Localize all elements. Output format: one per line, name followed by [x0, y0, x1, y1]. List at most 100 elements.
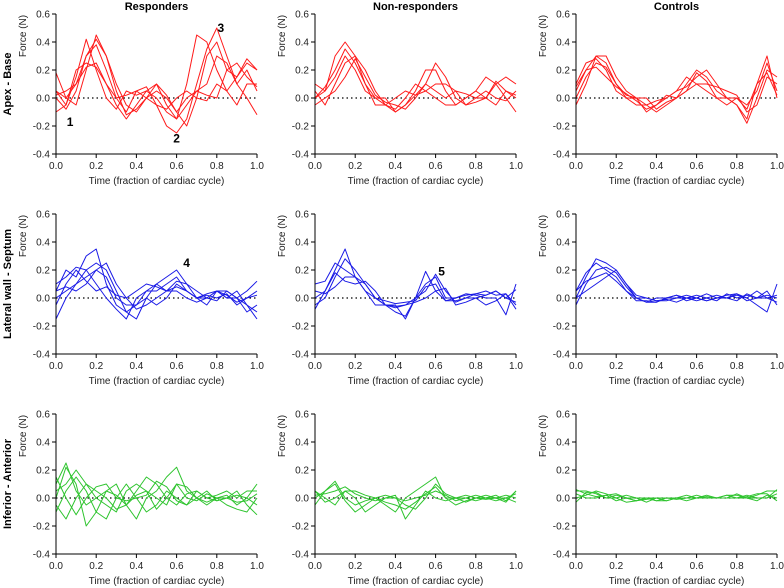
y-tick-label: -0.4 [292, 550, 310, 561]
x-tick-label: 1.0 [250, 561, 264, 572]
x-tick-label: 0.6 [429, 161, 443, 172]
series-line [314, 276, 517, 305]
y-tick-label: 0.4 [36, 38, 50, 49]
x-tick-label: 0.8 [210, 361, 224, 372]
y-tick-label: 0.4 [556, 438, 570, 449]
y-tick-label: 0.4 [36, 238, 50, 249]
x-tick-label: 0.0 [569, 161, 583, 172]
y-tick-label: 0.4 [295, 38, 309, 49]
x-axis-label: Time (fraction of cardiac cycle) [348, 376, 484, 387]
series-line [575, 489, 778, 503]
x-tick-label: 0.0 [49, 161, 63, 172]
x-tick-label: 0.6 [429, 561, 443, 572]
x-axis-label: Time (fraction of cardiac cycle) [348, 576, 484, 587]
y-tick-label: 0.0 [36, 294, 50, 305]
series-line [55, 55, 258, 120]
x-axis-label: Time (fraction of cardiac cycle) [89, 576, 225, 587]
y-tick-label: 0.6 [295, 10, 309, 21]
x-tick-label: 0.4 [129, 161, 143, 172]
series-line [314, 486, 517, 503]
x-tick-label: 0.4 [649, 161, 663, 172]
x-tick-label: 0.6 [170, 561, 184, 572]
x-tick-label: 0.0 [49, 361, 63, 372]
x-tick-label: 0.2 [89, 161, 103, 172]
y-tick-label: 0.2 [556, 266, 570, 277]
x-tick-label: 0.4 [388, 361, 402, 372]
y-tick-label: 0.4 [295, 438, 309, 449]
x-tick-label: 1.0 [770, 161, 784, 172]
x-tick-label: 0.8 [730, 161, 744, 172]
series-line [314, 483, 517, 513]
x-tick-label: 1.0 [770, 361, 784, 372]
series-line [55, 269, 258, 313]
y-tick-label: 0.4 [556, 238, 570, 249]
x-tick-label: 0.2 [609, 161, 623, 172]
y-axis-label: Force (N) [277, 415, 288, 457]
x-tick-label: 1.0 [250, 361, 264, 372]
annotation-label: 1 [67, 115, 74, 129]
y-tick-label: 0.6 [556, 410, 570, 421]
y-axis-label: Force (N) [18, 415, 29, 457]
x-tick-label: 0.4 [129, 561, 143, 572]
x-tick-label: 0.0 [308, 561, 322, 572]
x-tick-label: 0.8 [210, 561, 224, 572]
y-tick-label: 0.6 [295, 210, 309, 221]
x-tick-label: 0.8 [469, 361, 483, 372]
series-line [314, 48, 517, 113]
y-tick-label: 0.6 [556, 10, 570, 21]
series-line [314, 258, 517, 307]
row-label: Inferior - Anterior [2, 438, 14, 529]
y-axis-label: Force (N) [18, 215, 29, 257]
x-tick-label: 0.2 [348, 161, 362, 172]
y-tick-label: 0.0 [295, 494, 309, 505]
y-tick-label: 0.4 [295, 238, 309, 249]
y-tick-label: 0.6 [556, 210, 570, 221]
x-axis-label: Time (fraction of cardiac cycle) [609, 376, 745, 387]
x-tick-label: 0.0 [308, 361, 322, 372]
annotation-label: 5 [438, 264, 445, 278]
x-tick-label: 0.2 [89, 561, 103, 572]
y-tick-label: 0.0 [36, 494, 50, 505]
y-tick-label: 0.2 [556, 466, 570, 477]
series-line [314, 476, 517, 513]
series-line [55, 462, 258, 513]
x-tick-label: 0.4 [129, 361, 143, 372]
x-tick-label: 0.6 [690, 361, 704, 372]
y-tick-label: 0.0 [556, 494, 570, 505]
x-tick-label: 0.2 [609, 561, 623, 572]
y-tick-label: -0.2 [553, 522, 571, 533]
x-axis-label: Time (fraction of cardiac cycle) [89, 176, 225, 187]
y-tick-label: 0.0 [295, 94, 309, 105]
y-axis-label: Force (N) [277, 15, 288, 57]
x-tick-label: 0.2 [609, 361, 623, 372]
series-line [314, 58, 517, 110]
series-line [575, 66, 778, 110]
column-title: Controls [654, 1, 699, 13]
x-tick-label: 0.4 [388, 561, 402, 572]
y-tick-label: -0.4 [553, 350, 571, 361]
y-tick-label: 0.2 [556, 66, 570, 77]
series-line [575, 269, 778, 303]
y-tick-label: -0.4 [553, 150, 571, 161]
y-tick-label: 0.2 [295, 266, 309, 277]
x-tick-label: 0.2 [89, 361, 103, 372]
x-axis-label: Time (fraction of cardiac cycle) [348, 176, 484, 187]
x-axis-label: Time (fraction of cardiac cycle) [89, 376, 225, 387]
x-tick-label: 0.6 [170, 361, 184, 372]
y-tick-label: -0.4 [292, 150, 310, 161]
series-line [55, 38, 258, 113]
x-tick-label: 0.0 [308, 161, 322, 172]
y-tick-label: 0.2 [36, 266, 50, 277]
y-tick-label: 0.0 [556, 94, 570, 105]
series-line [314, 262, 517, 317]
x-tick-label: 0.6 [170, 161, 184, 172]
y-tick-label: -0.2 [292, 322, 310, 333]
x-axis-label: Time (fraction of cardiac cycle) [609, 576, 745, 587]
y-tick-label: 0.2 [295, 66, 309, 77]
series-line [55, 483, 258, 520]
x-tick-label: 0.8 [469, 161, 483, 172]
y-tick-label: -0.4 [33, 150, 51, 161]
x-tick-label: 0.4 [649, 561, 663, 572]
series-line [55, 262, 258, 313]
